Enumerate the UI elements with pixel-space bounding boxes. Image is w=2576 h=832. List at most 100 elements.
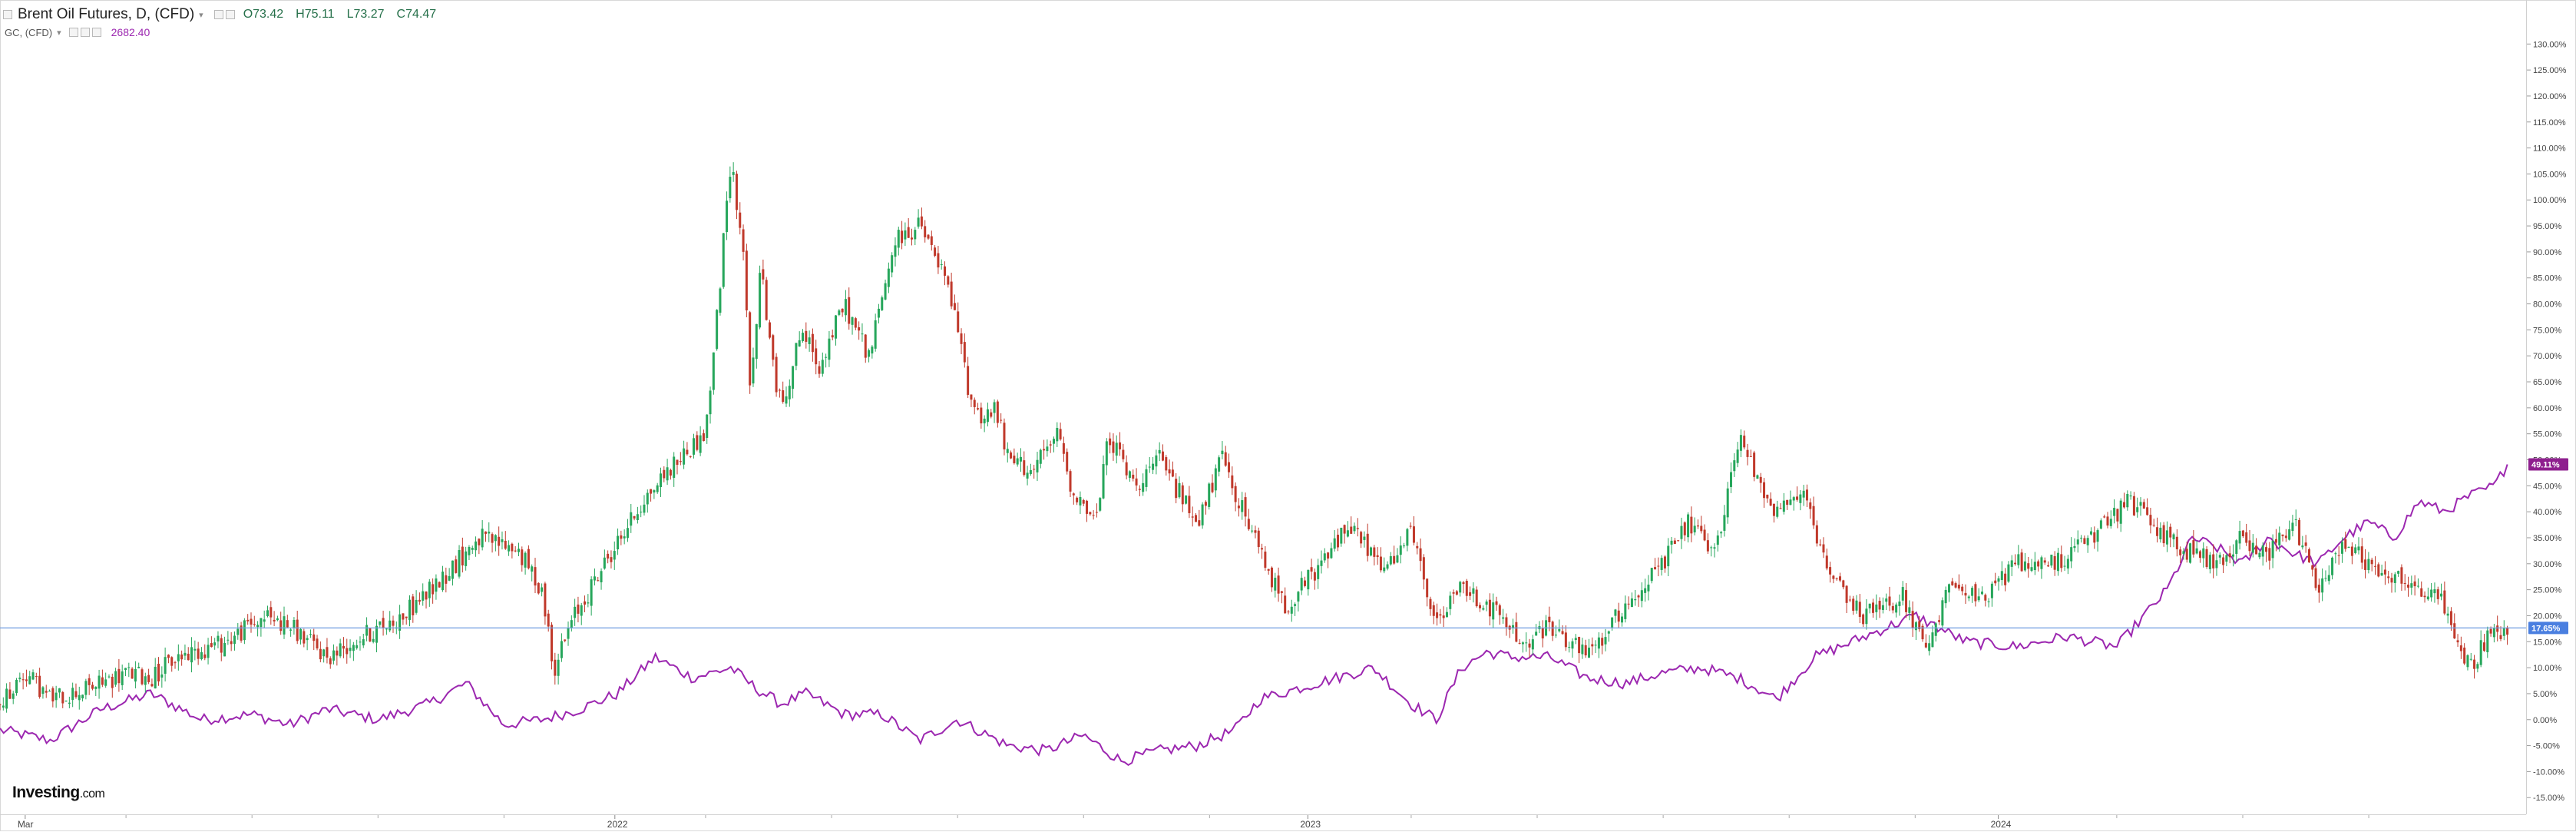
candle-body [1026,472,1029,479]
candle-body [868,350,871,357]
candle-body [2066,559,2069,568]
compare-menu-caret-icon[interactable]: ▾ [57,28,61,38]
candle-body [901,230,904,244]
candle-body [2463,647,2466,664]
symbol-title[interactable]: Brent Oil Futures, D, (CFD) [18,6,195,22]
candle-body [1135,478,1138,486]
candle-body [481,529,484,548]
candle-body [600,571,603,582]
candle-body [1432,605,1435,616]
candle-body [306,638,309,641]
candle-body [1621,616,1624,623]
candle-body [415,599,418,613]
candle-body [1706,540,1709,552]
candle-body [465,551,468,566]
candle-body [1858,602,1861,617]
candle-body [967,366,970,395]
candle-body [514,550,517,552]
candle-body [570,620,573,628]
candle-body [2278,532,2281,545]
candle-body [1228,462,1231,472]
candle-body [1829,567,1832,575]
candle-body [15,679,18,694]
candle-body [1789,499,1792,505]
time-scale[interactable]: Mar 2022 2023 2024 [0,814,2526,832]
y-tick-label: 125.00% [2533,66,2567,75]
candle-body [494,535,497,542]
candle-body [1561,631,1564,635]
candle-body [25,679,28,681]
y-tick-label: 5.00% [2533,690,2557,699]
candle-body [2281,534,2284,536]
candle-body [1323,553,1326,561]
candle-body [319,648,322,660]
candle-body [2334,553,2337,555]
candle-body [2350,546,2353,556]
candle-body [1043,449,1046,451]
compare-settings-button[interactable] [80,28,90,37]
candle-body [1822,544,1825,553]
candle-body [157,663,160,682]
candle-body [877,308,880,318]
candle-body [1673,540,1676,545]
visibility-toggle-button[interactable] [213,10,223,19]
candle-body [2073,545,2076,549]
candle-body [650,489,653,494]
candle-body [2410,583,2413,588]
candle-body [1802,490,1805,498]
candle-body [458,550,461,577]
candle-body [1346,530,1349,537]
candle-body [2063,565,2066,567]
candle-body [1393,555,1396,564]
candle-body [147,675,150,682]
candle-body [567,628,570,639]
candle-body [1690,516,1693,534]
y-tick-label: 55.00% [2533,430,2562,439]
candle-body [2476,664,2479,669]
candle-body [1221,450,1224,455]
candle-body [1356,528,1359,529]
candle-body [1482,608,1485,610]
compare-symbol-title[interactable]: GC, (CFD) [5,26,53,38]
candle-body [2238,531,2241,544]
candle-body [2030,567,2033,572]
candle-body [1082,499,1085,504]
plot-area[interactable] [0,0,2526,814]
x-tick-label: 2022 [607,819,628,830]
chart-plot-svg [0,162,2526,767]
candle-body [359,641,362,643]
compare-visibility-button[interactable] [68,28,78,37]
price-scale[interactable]: 130.00% 125.00% 120.00% 115.00% 110.00% 105.0… [2526,0,2576,814]
candle-body [732,172,735,175]
settings-button[interactable] [225,10,235,19]
candle-body [851,317,854,325]
y-tick-label: -15.00% [2533,794,2564,803]
candle-body [1591,644,1594,647]
candle-body [2159,527,2162,540]
candle-body [1462,582,1465,585]
candle-body [71,688,74,701]
candle-body [1792,497,1795,501]
candle-body [1515,622,1518,642]
candle-body [2479,640,2482,665]
candle-body [752,357,755,384]
candle-body [1142,482,1145,492]
y-tick-label: 100.00% [2533,196,2567,205]
candle-body [1650,568,1653,582]
candle-body [2469,658,2472,660]
candle-body [524,552,527,568]
candle-body [501,539,504,542]
candle-body [1746,449,1749,457]
collapse-legend-button[interactable] [3,10,12,19]
candle-body [977,408,980,409]
compare-remove-button[interactable] [91,28,101,37]
candle-body [1703,529,1706,541]
candle-body [385,628,388,630]
candle-body [58,688,61,693]
logo-main-text: Investing [12,784,80,801]
candle-body [2010,560,2013,567]
symbol-menu-caret-icon[interactable]: ▾ [199,10,203,20]
candle-body [1320,560,1323,566]
candle-body [1241,500,1244,512]
candle-body [1019,456,1022,462]
